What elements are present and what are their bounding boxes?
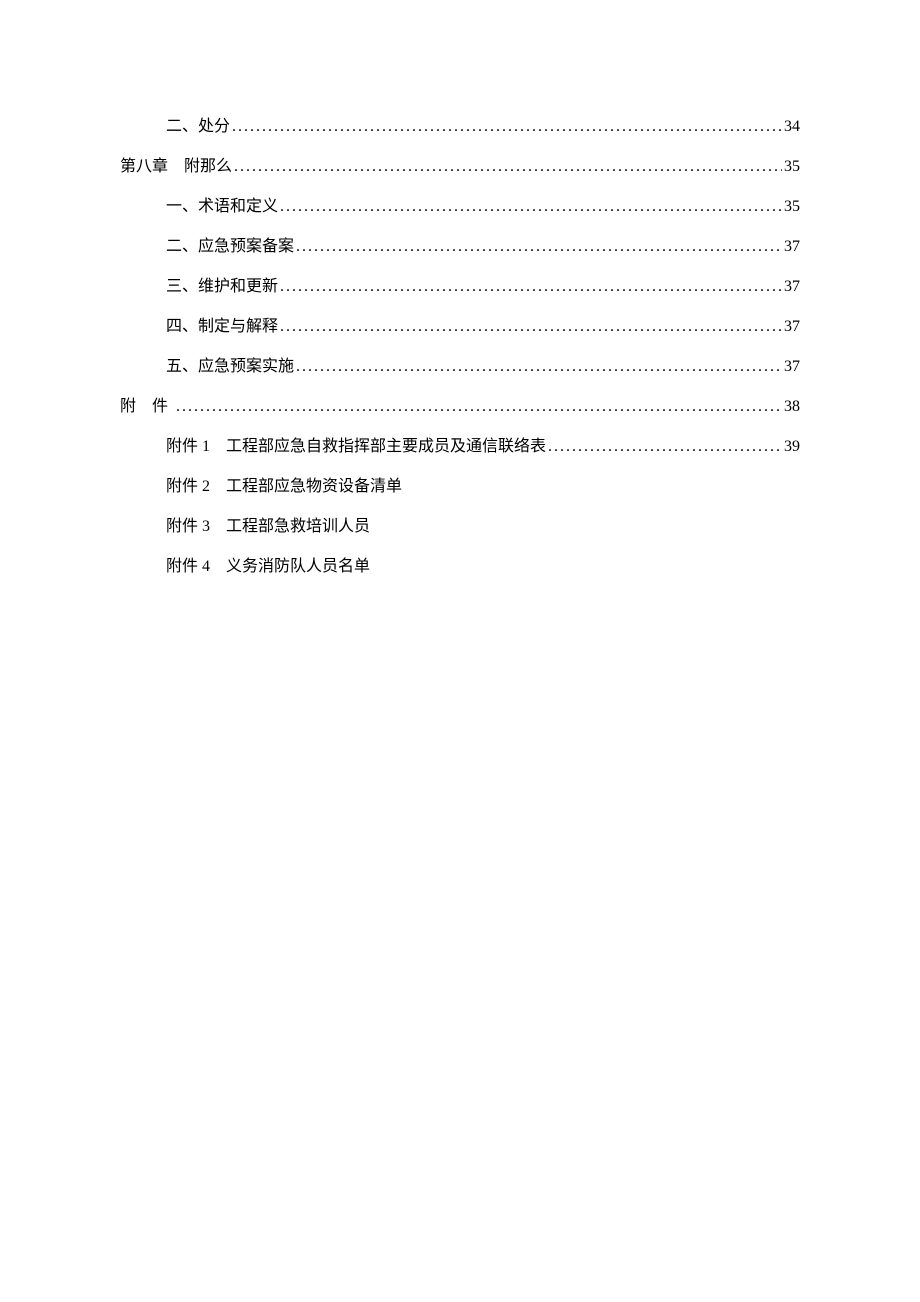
toc-entry: 一、术语和定义 35: [120, 195, 800, 219]
toc-label: 二、处分: [166, 115, 230, 139]
toc-label: 二、应急预案备案: [166, 235, 294, 259]
toc-entry: 四、制定与解释 37: [120, 315, 800, 339]
toc-leader-dots: [280, 315, 782, 339]
toc-label: 附件 2 工程部应急物资设备清单: [166, 475, 402, 499]
toc-label: 附 件: [120, 395, 174, 419]
toc-label: 附件 3 工程部急救培训人员: [166, 515, 370, 539]
toc-label: 第八章 附那么: [120, 155, 232, 179]
toc-page-number: 38: [784, 395, 800, 419]
toc-page-number: 37: [784, 315, 800, 339]
toc-entry: 附件 4 义务消防队人员名单: [120, 555, 800, 579]
toc-label: 五、应急预案实施: [166, 355, 294, 379]
toc-entry: 五、应急预案实施 37: [120, 355, 800, 379]
toc-leader-dots: [280, 195, 782, 219]
toc-entry: 附件 1 工程部应急自救指挥部主要成员及通信联络表 39: [120, 435, 800, 459]
toc-leader-dots: [232, 115, 782, 139]
toc-entry: 附件 2 工程部应急物资设备清单: [120, 475, 800, 499]
toc-page-number: 37: [784, 275, 800, 299]
toc-page-number: 35: [784, 195, 800, 219]
toc-leader-dots: [296, 235, 782, 259]
table-of-contents: 二、处分34第八章 附那么35一、术语和定义35二、应急预案备案37三、维护和更…: [120, 115, 800, 579]
toc-entry: 二、应急预案备案 37: [120, 235, 800, 259]
toc-page-number: 39: [784, 435, 800, 459]
toc-leader-dots: [234, 155, 782, 179]
toc-page-number: 37: [784, 355, 800, 379]
toc-leader-dots: [280, 275, 782, 299]
toc-page-number: 35: [784, 155, 800, 179]
toc-entry: 第八章 附那么 35: [120, 155, 800, 179]
toc-page-number: 34: [784, 115, 800, 139]
toc-entry: 二、处分 34: [120, 115, 800, 139]
toc-label: 四、制定与解释: [166, 315, 278, 339]
toc-entry: 附 件 38: [120, 395, 800, 419]
toc-label: 一、术语和定义: [166, 195, 278, 219]
toc-leader-dots: [548, 435, 782, 459]
toc-page-number: 37: [784, 235, 800, 259]
toc-leader-dots: [176, 395, 782, 419]
toc-leader-dots: [296, 355, 782, 379]
toc-entry: 附件 3 工程部急救培训人员: [120, 515, 800, 539]
toc-entry: 三、维护和更新 37: [120, 275, 800, 299]
toc-label: 附件 1 工程部应急自救指挥部主要成员及通信联络表: [166, 435, 546, 459]
toc-label: 附件 4 义务消防队人员名单: [166, 555, 370, 579]
toc-label: 三、维护和更新: [166, 275, 278, 299]
